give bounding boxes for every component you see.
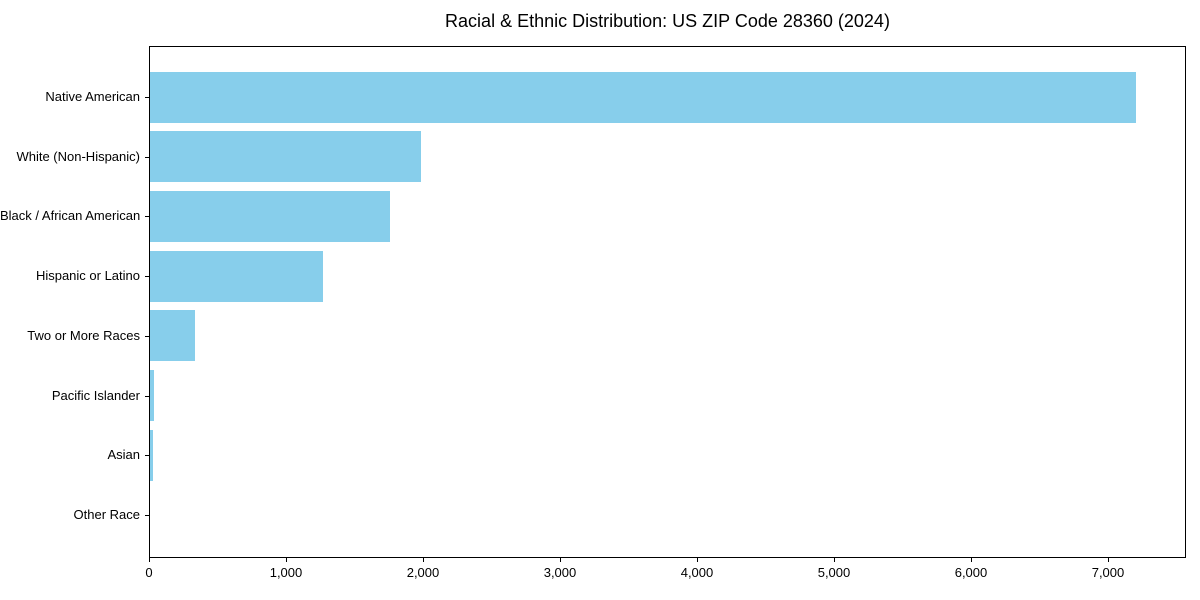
x-tick-label: 4,000 [680,565,714,580]
y-tick-mark [145,216,149,217]
y-tick-mark [145,336,149,337]
bar [150,191,390,242]
x-tick-label: 5,000 [817,565,851,580]
x-tick-mark [1108,558,1109,562]
x-tick-mark [971,558,972,562]
y-tick-mark [145,276,149,277]
x-tick-label: 6,000 [954,565,988,580]
x-tick-label: 1,000 [269,565,303,580]
bar [150,370,154,421]
bar [150,72,1136,123]
y-tick-label: Black / African American [0,208,141,223]
x-tick-label: 7,000 [1091,565,1125,580]
x-tick-mark [423,558,424,562]
bar [150,131,421,182]
x-tick-mark [560,558,561,562]
y-tick-mark [145,515,149,516]
y-tick-label: Native American [45,89,140,104]
y-tick-mark [145,97,149,98]
bar [150,251,323,302]
y-tick-mark [145,455,149,456]
y-tick-label: Other Race [73,507,140,522]
x-tick-label: 3,000 [543,565,577,580]
x-tick-mark [149,558,150,562]
y-tick-mark [145,396,149,397]
chart-title: Racial & Ethnic Distribution: US ZIP Cod… [445,11,890,31]
bar [150,310,195,361]
bar [150,430,153,481]
y-tick-label: Two or More Races [27,328,140,343]
x-tick-mark [286,558,287,562]
y-tick-label: Asian [107,447,140,462]
x-tick-mark [834,558,835,562]
y-tick-mark [145,157,149,158]
y-tick-label: Pacific Islander [51,388,140,403]
x-tick-label: 0 [145,565,153,580]
x-tick-label: 2,000 [406,565,440,580]
x-tick-mark [697,558,698,562]
y-tick-label: White (Non-Hispanic) [16,149,140,164]
y-tick-label: Hispanic or Latino [35,268,140,283]
